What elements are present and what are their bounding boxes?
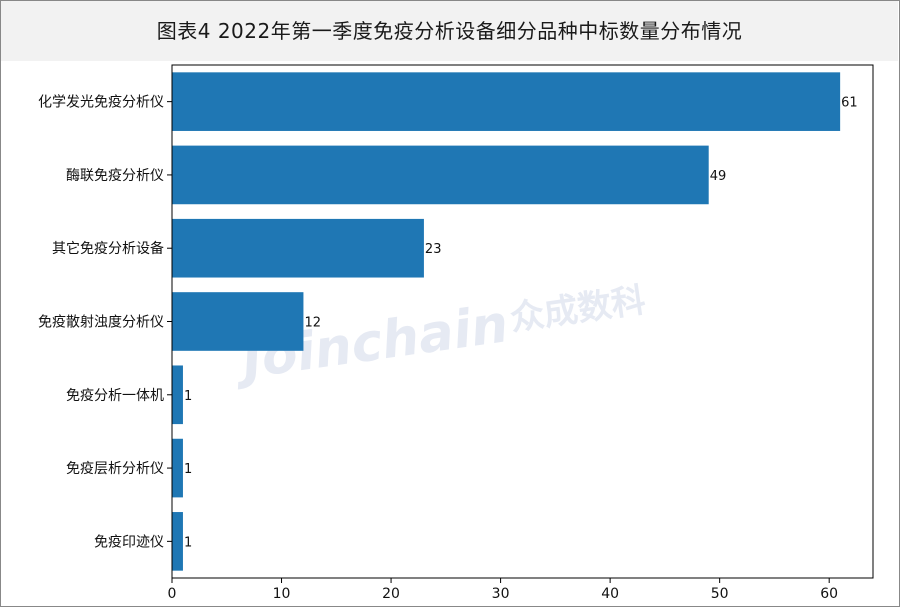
bar — [172, 218, 424, 278]
x-tick-label: 0 — [168, 586, 177, 602]
data-label: 12 — [304, 316, 321, 331]
category-label: 化学发光免疫分析仪 — [38, 95, 164, 111]
bar — [172, 145, 709, 205]
axes: 0 10 20 30 40 50 60 — [168, 64, 874, 602]
x-tick-label: 20 — [382, 586, 400, 602]
title-bar: 图表4 2022年第一季度免疫分析设备细分品种中标数量分布情况 — [1, 1, 898, 61]
category-label: 酶联免疫分析仪 — [66, 168, 164, 184]
category-label: 其它免疫分析设备 — [52, 240, 164, 257]
x-tick-label: 10 — [273, 586, 291, 602]
data-label: 1 — [184, 389, 192, 404]
bar — [172, 512, 183, 571]
bars: 化学发光免疫分析仪 61 酶联免疫分析仪 49 其它免疫分析设备 23 免疫散射浊度分析仪 1… — [38, 72, 858, 571]
plot-area-border — [171, 64, 874, 579]
bar — [172, 438, 183, 498]
watermark-brand-cn: 众成数科 — [508, 280, 648, 339]
category-label: 免疫分析一体机 — [66, 388, 164, 404]
data-label: 61 — [841, 96, 858, 111]
data-label: 23 — [425, 242, 442, 257]
data-label: 1 — [184, 535, 192, 550]
data-label: 1 — [184, 462, 192, 477]
data-label: 49 — [710, 169, 727, 184]
bar — [172, 292, 304, 351]
x-tick-label: 50 — [711, 586, 729, 602]
chart-title: 图表4 2022年第一季度免疫分析设备细分品种中标数量分布情况 — [156, 19, 743, 43]
x-tick-label: 60 — [820, 586, 838, 602]
category-label: 免疫印迹仪 — [94, 534, 164, 550]
bar — [172, 365, 183, 425]
bar — [172, 72, 841, 131]
category-label: 免疫散射浊度分析仪 — [38, 315, 164, 331]
x-tick-label: 40 — [601, 586, 619, 602]
x-tick-label: 30 — [492, 586, 510, 602]
category-label: 免疫层析分析仪 — [66, 461, 164, 477]
